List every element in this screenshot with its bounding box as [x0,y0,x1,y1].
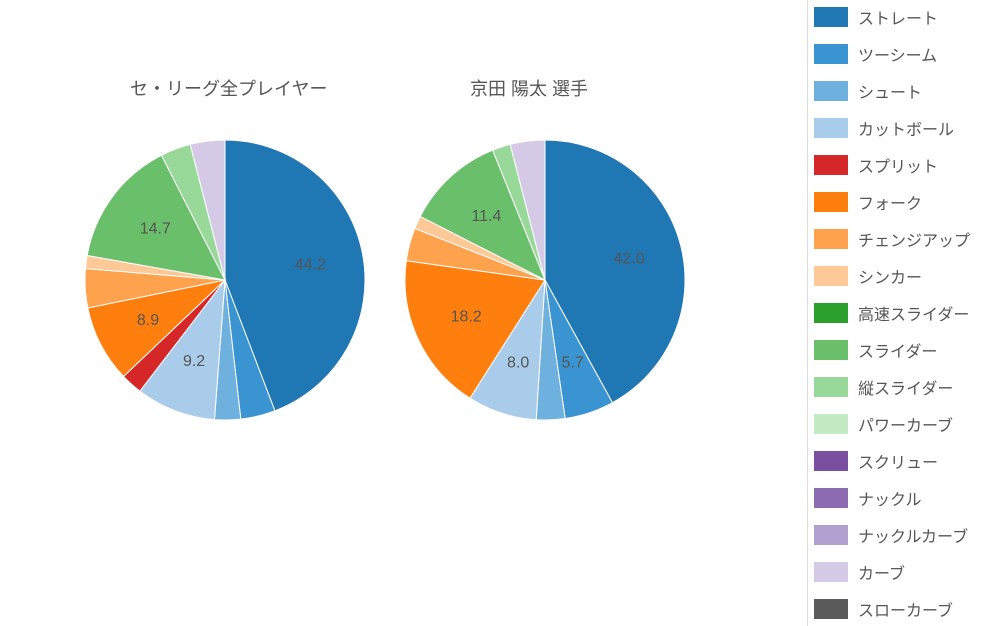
legend-label: ナックル [858,486,922,510]
pie-slice-label: 42.0 [614,250,645,267]
pie-slice-label: 18.2 [451,308,482,325]
legend-swatch [814,488,848,508]
legend-label: ツーシーム [858,42,937,66]
chart-container: セ・リーグ全プレイヤー 京田 陽太 選手 44.29.28.914.742.05… [0,0,1000,600]
legend-swatch [814,303,848,323]
legend-swatch [814,81,848,101]
pie-slice-label: 11.4 [471,208,501,225]
legend-item: パワーカーブ [814,407,970,441]
pie-slice-label: 44.2 [295,256,326,273]
pie-slice-label: 8.0 [507,355,529,372]
legend-swatch [814,192,848,212]
legend-label: シンカー [858,264,922,288]
legend-item: ナックル [814,481,970,515]
legend-swatch [814,155,848,175]
legend-item: 縦スライダー [814,370,970,404]
legend-item: フォーク [814,185,970,219]
legend-label: カットボール [858,116,954,140]
legend-item: チェンジアップ [814,222,970,256]
legend-swatch [814,414,848,434]
legend-swatch [814,599,848,619]
legend-swatch [814,562,848,582]
legend-item: シュート [814,74,970,108]
pie-slice-label: 8.9 [137,312,159,329]
legend-swatch [814,525,848,545]
legend-label: 縦スライダー [858,375,953,399]
legend-label: フォーク [858,190,922,214]
legend-item: ツーシーム [814,37,970,71]
legend-swatch [814,118,848,138]
pie-slice-label: 5.7 [561,354,583,371]
legend-label: パワーカーブ [858,412,953,436]
legend-label: スライダー [858,338,937,362]
legend-item: ストレート [814,0,970,34]
legend-label: スローカーブ [858,597,953,621]
legend-swatch [814,340,848,360]
legend-label: カーブ [858,560,905,584]
legend-item: スクリュー [814,444,970,478]
legend-label: スプリット [858,153,938,177]
legend-item: スライダー [814,333,970,367]
legend-item: シンカー [814,259,970,293]
legend-label: シュート [858,79,922,103]
pie-slice-label: 14.7 [140,220,171,237]
legend-swatch [814,377,848,397]
legend-swatch [814,229,848,249]
legend-swatch [814,44,848,64]
legend-item: ナックルカーブ [814,518,970,552]
legend-swatch [814,7,848,27]
legend-item: カットボール [814,111,970,145]
legend-item: カーブ [814,555,970,589]
legend-swatch [814,266,848,286]
legend-label: 高速スライダー [858,301,969,325]
legend: ストレートツーシームシュートカットボールスプリットフォークチェンジアップシンカー… [807,0,970,626]
legend-item: 高速スライダー [814,296,970,330]
legend-label: ナックルカーブ [858,523,968,547]
legend-label: チェンジアップ [858,227,970,251]
legend-item: スプリット [814,148,970,182]
legend-item: スローカーブ [814,592,970,626]
pie-slice-label: 9.2 [183,353,205,370]
legend-label: スクリュー [858,449,938,473]
legend-label: ストレート [858,5,938,29]
legend-swatch [814,451,848,471]
